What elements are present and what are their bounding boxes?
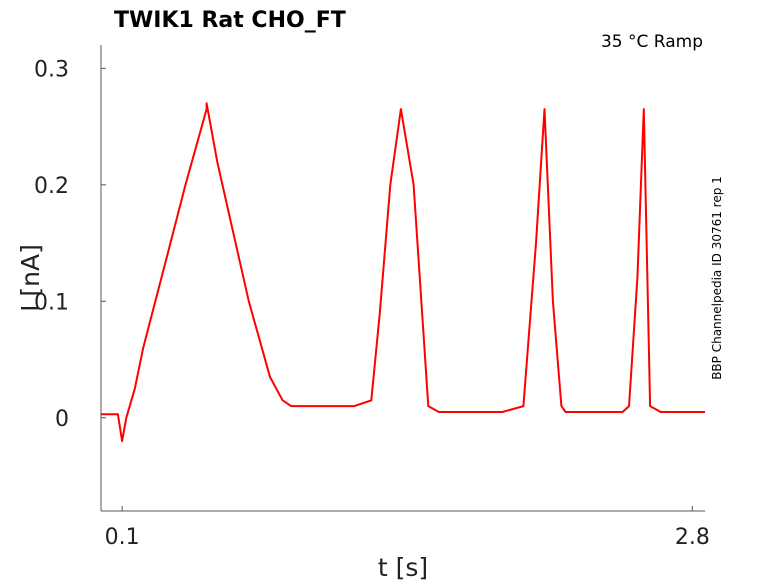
y-tick-label: 0.2: [34, 174, 69, 199]
y-tick-label: 0.1: [34, 290, 69, 315]
x-axis-label: t [s]: [378, 553, 428, 582]
condition-annotation: 35 °C Ramp: [601, 32, 703, 52]
x-tick-label: 0.1: [105, 525, 140, 550]
y-tick-label: 0.3: [34, 57, 69, 82]
x-tick-label: 2.8: [675, 525, 710, 550]
series-layer: [101, 102, 705, 443]
plot-area: 0 0.1 0.2 0.3 0.1 2.8: [34, 45, 710, 550]
source-side-label: BBP Channelpedia ID 30761 rep 1: [710, 176, 724, 380]
chart-title: TWIK1 Rat CHO_FT: [114, 8, 346, 33]
current-trace-line: [101, 102, 705, 443]
x-ticks: 0.1 2.8: [105, 506, 710, 550]
y-ticks: 0 0.1 0.2 0.3: [34, 57, 106, 432]
y-tick-label: 0: [55, 407, 69, 432]
y-axis-label: I [nA]: [16, 244, 45, 312]
